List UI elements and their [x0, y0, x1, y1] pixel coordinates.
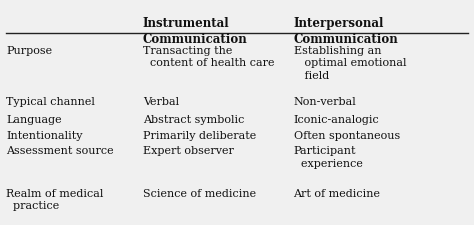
Text: Interpersonal
Communication: Interpersonal Communication: [293, 17, 398, 46]
Text: Establishing an
   optimal emotional
   field: Establishing an optimal emotional field: [293, 46, 406, 81]
Text: Transacting the
  content of health care: Transacting the content of health care: [143, 46, 274, 68]
Text: Art of medicine: Art of medicine: [293, 188, 381, 198]
Text: Instrumental
Communication: Instrumental Communication: [143, 17, 247, 46]
Text: Iconic-analogic: Iconic-analogic: [293, 115, 379, 125]
Text: Typical channel: Typical channel: [6, 97, 95, 107]
Text: Intentionality: Intentionality: [6, 130, 82, 140]
Text: Often spontaneous: Often spontaneous: [293, 130, 400, 140]
Text: Science of medicine: Science of medicine: [143, 188, 256, 198]
Text: Realm of medical
  practice: Realm of medical practice: [6, 188, 103, 210]
Text: Abstract symbolic: Abstract symbolic: [143, 115, 244, 125]
Text: Non-verbal: Non-verbal: [293, 97, 356, 107]
Text: Expert observer: Expert observer: [143, 146, 234, 156]
Text: Primarily deliberate: Primarily deliberate: [143, 130, 256, 140]
Text: Purpose: Purpose: [6, 46, 52, 56]
Text: Assessment source: Assessment source: [6, 146, 114, 156]
Text: Language: Language: [6, 115, 62, 125]
Text: Participant
  experience: Participant experience: [293, 146, 363, 168]
Text: Verbal: Verbal: [143, 97, 179, 107]
